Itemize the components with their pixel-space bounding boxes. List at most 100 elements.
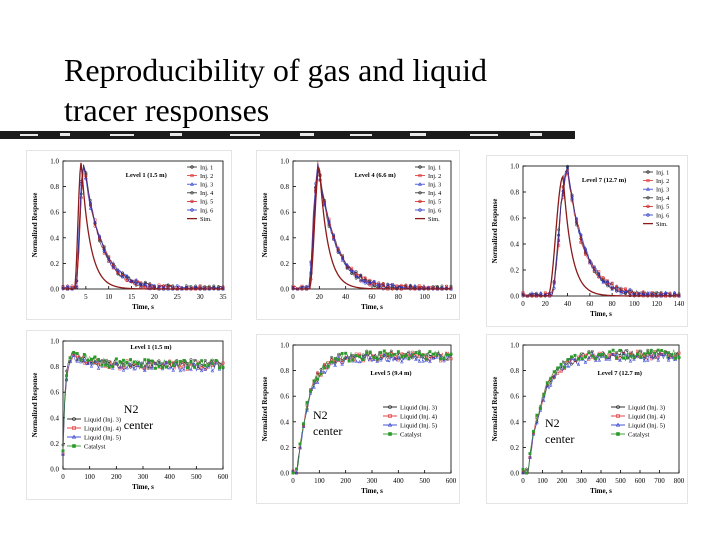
x-tick-label: 20 bbox=[151, 293, 159, 301]
data-point bbox=[580, 357, 584, 361]
data-point bbox=[576, 362, 581, 366]
data-point bbox=[446, 358, 449, 362]
data-point bbox=[357, 359, 362, 364]
legend-marker bbox=[388, 414, 392, 418]
y-tick-label: 0.6 bbox=[50, 209, 59, 217]
data-point bbox=[407, 357, 411, 361]
data-point bbox=[93, 355, 97, 359]
data-point bbox=[350, 269, 354, 273]
data-point bbox=[364, 352, 369, 357]
data-point bbox=[203, 358, 207, 362]
data-point bbox=[535, 413, 539, 417]
x-tick-label: 35 bbox=[220, 293, 228, 301]
legend-marker bbox=[388, 432, 392, 436]
y-tick-label: 0.0 bbox=[50, 286, 59, 294]
data-point bbox=[667, 351, 671, 355]
data-point bbox=[621, 351, 626, 355]
data-point bbox=[333, 363, 337, 367]
data-point bbox=[575, 217, 578, 221]
y-tick-label: 0.6 bbox=[280, 393, 289, 401]
data-point bbox=[521, 470, 525, 475]
data-point bbox=[435, 353, 439, 357]
data-point bbox=[624, 292, 627, 296]
legend-label: Inj. 6 bbox=[656, 212, 669, 219]
legend-label: Inj. 2 bbox=[200, 173, 213, 180]
data-point bbox=[403, 355, 408, 360]
data-point bbox=[336, 251, 340, 254]
data-point bbox=[608, 350, 612, 354]
data-point bbox=[354, 359, 359, 363]
data-point bbox=[674, 356, 677, 360]
data-point bbox=[295, 467, 298, 471]
series-line bbox=[62, 164, 224, 290]
x-tick-label: 120 bbox=[651, 300, 662, 308]
x-tick-label: 25 bbox=[174, 293, 182, 301]
x-tick-label: 20 bbox=[542, 300, 550, 308]
data-point bbox=[323, 203, 327, 207]
data-point bbox=[649, 348, 653, 352]
x-axis-label: Time, s bbox=[132, 483, 154, 491]
legend-label: Liquid (Inj. 5) bbox=[628, 422, 665, 429]
y-tick-label: 1.0 bbox=[510, 163, 519, 171]
data-point bbox=[358, 273, 363, 277]
x-tick-label: 40 bbox=[564, 300, 572, 308]
x-tick-label: 0 bbox=[291, 293, 295, 301]
legend-label: Liquid (Inj. 4) bbox=[628, 413, 665, 420]
data-point bbox=[100, 363, 104, 367]
y-tick-label: 0.8 bbox=[280, 183, 289, 191]
data-point bbox=[663, 351, 667, 355]
data-point bbox=[379, 351, 383, 355]
data-point bbox=[446, 353, 449, 357]
data-point bbox=[327, 221, 331, 224]
legend-marker bbox=[388, 405, 392, 409]
data-point bbox=[592, 265, 596, 269]
data-point bbox=[134, 282, 138, 285]
x-tick-label: 400 bbox=[164, 473, 175, 481]
data-point bbox=[88, 206, 93, 210]
data-point bbox=[214, 359, 218, 362]
data-point bbox=[121, 358, 125, 362]
data-point bbox=[82, 353, 86, 356]
legend-label: Liquid (Inj. 3) bbox=[628, 404, 665, 411]
x-tick-label: 0 bbox=[291, 477, 295, 485]
data-point bbox=[102, 250, 106, 254]
y-tick-label: 1.0 bbox=[510, 342, 519, 350]
data-point bbox=[639, 352, 643, 356]
y-tick-label: 0.0 bbox=[50, 466, 59, 474]
chart-gas-level-7: 0.0 0.2 0.4 0.6 0.8 1.0 0 20 40 60 80 100 120 140 Time… bbox=[491, 163, 685, 319]
data-point bbox=[407, 350, 411, 354]
data-point bbox=[175, 284, 179, 288]
data-point bbox=[570, 355, 573, 359]
data-point bbox=[139, 282, 143, 286]
series-line bbox=[522, 350, 680, 474]
data-point bbox=[618, 353, 622, 357]
annotation-line: N2 bbox=[313, 408, 328, 422]
data-point bbox=[107, 365, 111, 369]
chart-panel-gas-level-1: 0.0 0.2 0.4 0.6 0.8 1.0 0 5 10 15 20 25 30 35 Time, s N… bbox=[26, 150, 232, 320]
data-point bbox=[178, 368, 183, 373]
data-point bbox=[449, 352, 453, 356]
data-point bbox=[528, 452, 532, 456]
data-point bbox=[619, 291, 623, 295]
plot-area bbox=[61, 351, 225, 456]
x-tick-label: 100 bbox=[419, 293, 430, 301]
data-point bbox=[139, 364, 143, 368]
chart-panel-liquid-level-7: 0.0 0.2 0.4 0.6 0.8 1.0 0 100 200 300 400 500 600 700… bbox=[486, 334, 688, 504]
data-point bbox=[587, 355, 591, 360]
data-point bbox=[601, 276, 605, 280]
legend-label: Inj. 5 bbox=[200, 199, 213, 206]
data-point bbox=[291, 471, 295, 475]
data-point bbox=[221, 365, 225, 369]
data-point bbox=[552, 370, 556, 374]
data-point bbox=[563, 365, 567, 369]
legend-marker bbox=[418, 199, 422, 204]
data-point bbox=[677, 351, 681, 355]
x-tick-label: 300 bbox=[367, 477, 378, 485]
legend-marker bbox=[418, 191, 422, 195]
legend-label: Sim. bbox=[428, 216, 440, 223]
data-point bbox=[164, 360, 168, 364]
data-point bbox=[89, 357, 93, 361]
chart-title: Level 5 (9.4 m) bbox=[370, 370, 411, 377]
data-point bbox=[442, 358, 446, 363]
data-point bbox=[157, 364, 161, 368]
